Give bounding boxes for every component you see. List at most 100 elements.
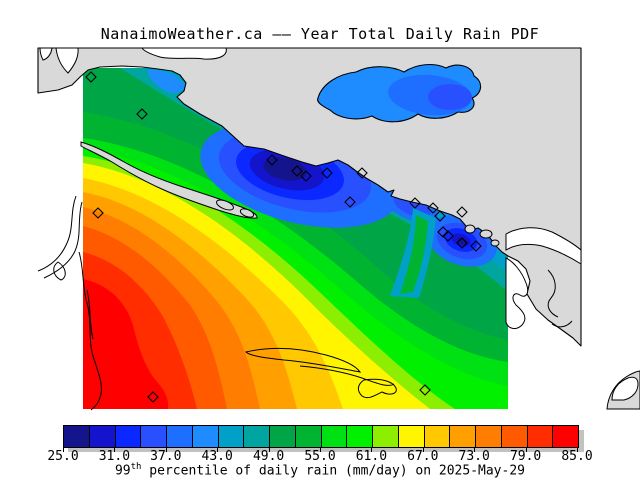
colorbar-tick-label: 67.0: [407, 449, 439, 464]
band-82-max: [83, 279, 169, 409]
colorbar-tick: [474, 447, 476, 452]
station-marker: [442, 230, 454, 242]
right-strait: [505, 227, 582, 330]
station-marker: [470, 240, 482, 252]
colorbar-caption: 99th percentile of daily rain (mm/day) o…: [0, 462, 640, 478]
station-marker: [344, 196, 356, 208]
colorbar-tick-label: 79.0: [509, 449, 542, 464]
west-coast-line-3: [78, 251, 102, 411]
colorbar-segment-16: [476, 426, 502, 447]
colorbar-segment-13: [398, 426, 425, 447]
colorbar-segment-15: [450, 426, 476, 447]
colorbar-segment-4: [167, 426, 193, 447]
colorbar-segment-7: [244, 426, 270, 447]
caption-superscript: th: [130, 462, 142, 472]
station-marker: [409, 197, 421, 209]
bay-water: [317, 63, 482, 123]
colorbar-segment-19: [553, 426, 578, 447]
station-marker: [356, 167, 368, 179]
colorbar-segment-3: [141, 426, 167, 447]
colorbar-segment-8: [270, 426, 296, 447]
caption-suffix: percentile of daily rain (mm/day) on 202…: [141, 463, 525, 479]
colorbar-tick: [217, 447, 219, 452]
station-marker: [300, 170, 312, 182]
west-lagoon: [53, 261, 66, 281]
islet-5: [490, 239, 500, 247]
min2-core-25: [457, 237, 467, 245]
colorbar-tick-label: 31.0: [98, 449, 131, 464]
islet-3: [464, 224, 476, 234]
colorbar-segment-0: [64, 426, 90, 447]
colorbar-tick: [422, 447, 424, 452]
thin-island-2: [299, 365, 395, 386]
bay-squiggles: [547, 269, 573, 328]
colorbar-tick-label: 43.0: [201, 449, 233, 464]
colorbar: [63, 425, 579, 448]
colorbar-segment-17: [501, 426, 528, 447]
islet-2: [239, 208, 255, 218]
station-marker: [136, 108, 148, 120]
colorbar-segment-2: [115, 426, 142, 447]
station-marker: [85, 71, 97, 83]
colorbar-segment-10: [321, 426, 348, 447]
station-marker: [92, 207, 104, 219]
station-marker: [427, 202, 439, 214]
islet-1: [216, 199, 234, 211]
corner-coast: [606, 370, 640, 410]
colorbar-segment-14: [424, 426, 451, 447]
colorbar-tick-label: 25.0: [47, 449, 79, 464]
station-marker: [434, 210, 446, 222]
station-marker: [456, 237, 468, 249]
west-coast-line-4: [86, 289, 94, 340]
colorbar-segment-11: [347, 426, 373, 447]
inlet-west: [55, 47, 79, 74]
colorbar-segment-18: [527, 426, 554, 447]
colorbar-segment-1: [89, 426, 116, 447]
strait-channel: [505, 227, 582, 265]
colorbar-tick: [525, 447, 527, 452]
colorbar-tick: [268, 447, 270, 452]
bay-deep-blue: [428, 84, 472, 110]
station-marker: [321, 167, 333, 179]
colorbar-tick: [320, 447, 321, 452]
lake-top: [141, 47, 227, 60]
coastline-outlines: [37, 195, 397, 411]
colorbar-tick-label: 37.0: [150, 449, 182, 464]
corner-inlet: [611, 376, 639, 401]
colorbar-segment-12: [373, 426, 399, 447]
station-marker: [291, 165, 303, 177]
station-markers: [85, 71, 482, 403]
colorbar-tick-label: 61.0: [355, 449, 388, 464]
station-marker: [437, 226, 449, 238]
colorbar-tick-label: 55.0: [304, 449, 336, 464]
islet-4: [479, 229, 493, 239]
station-marker: [266, 154, 278, 166]
station-marker: [419, 384, 431, 396]
colorbar-tick: [371, 447, 373, 452]
inlet-west-small: [39, 47, 53, 61]
land-layer: [37, 47, 582, 347]
thin-island-1: [245, 347, 362, 373]
colorbar-tick: [63, 447, 64, 452]
colorbar-tick: [165, 447, 167, 452]
colorbar-tick-label: 85.0: [561, 449, 593, 464]
colorbar-tick-label: 49.0: [252, 449, 285, 464]
west-coast-line-2: [43, 201, 83, 279]
caption-prefix: 99: [114, 463, 131, 479]
channel-blue-sliver: [147, 69, 185, 94]
colorbar-segment-5: [192, 426, 219, 447]
colorbar-tick: [577, 447, 578, 452]
thin-island-3: [357, 378, 397, 399]
colorbar-segment-6: [218, 426, 245, 447]
white-island: [505, 257, 529, 330]
ridge-wedge-green: [400, 215, 428, 294]
mainland-landmass: [37, 47, 582, 347]
colorbar-segment-9: [295, 426, 322, 447]
west-coast-line-1: [37, 195, 77, 272]
plot-title: NanaimoWeather.ca –– Year Total Daily Ra…: [100, 25, 540, 43]
island-chain: [80, 141, 258, 219]
station-marker: [456, 206, 468, 218]
colorbar-tick-label: 73.0: [458, 449, 490, 464]
